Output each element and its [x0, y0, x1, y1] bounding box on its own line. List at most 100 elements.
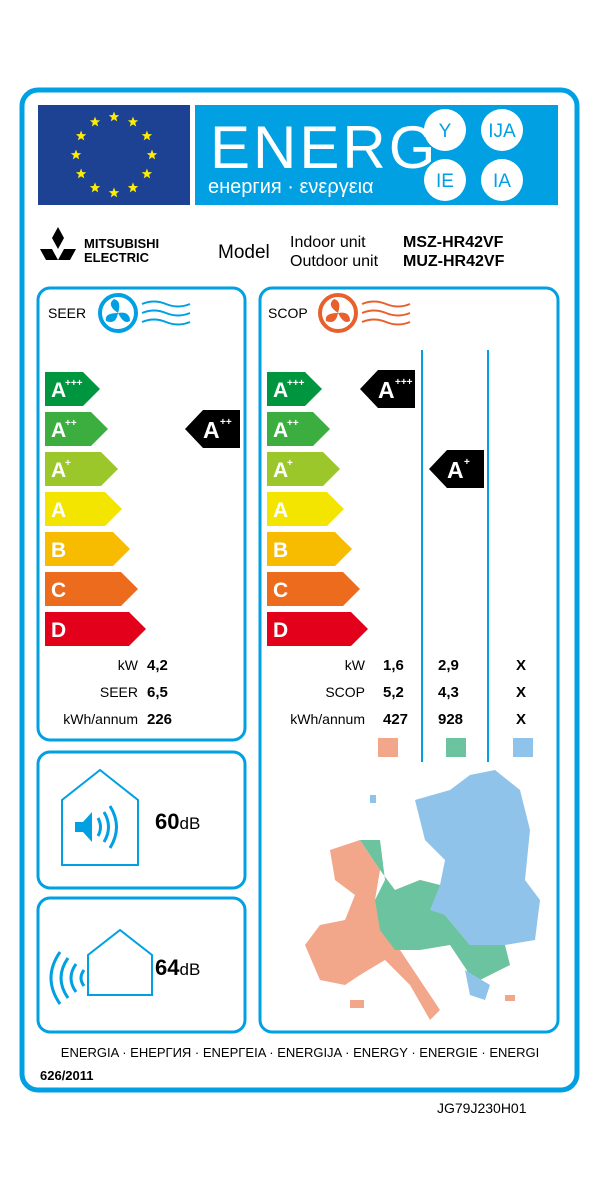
sound-waves: [49, 951, 86, 1005]
noise-value: 60dB: [155, 809, 200, 834]
class-letter: A: [273, 499, 288, 522]
rating-sup: +: [464, 457, 470, 468]
star: [141, 130, 153, 141]
header-title: ENERG: [210, 114, 438, 181]
class-arrow: [45, 612, 146, 646]
language-badges: Y IJA IE IA: [424, 109, 523, 201]
class-letter: C: [273, 579, 288, 602]
class-arrow: [45, 572, 138, 606]
star: [146, 149, 158, 160]
row-label: kWh/annum: [290, 711, 365, 727]
map-island: [505, 995, 515, 1001]
zone-swatch: [513, 738, 533, 757]
unit-label: Outdoor unit: [290, 253, 379, 270]
star: [108, 111, 120, 122]
class-letter: A: [51, 419, 66, 442]
map-zone: [415, 770, 540, 945]
fan-ring: [98, 293, 138, 333]
class-sup: +: [287, 458, 293, 469]
fan-ring: [318, 293, 358, 333]
noise-unit: dB: [179, 960, 200, 979]
class-letter: B: [273, 539, 288, 562]
noise-value: 64dB: [155, 955, 200, 980]
row-value: 928: [438, 711, 463, 728]
fan-icon: [98, 293, 191, 333]
class-letter: A: [273, 379, 288, 402]
heating-panel: [258, 286, 560, 1034]
house-icon: [61, 768, 139, 866]
rating-arrow: [429, 450, 484, 488]
speaker-icon: [75, 812, 92, 842]
row-label: SEER: [100, 684, 138, 700]
model-name: MSZ-HR42VF: [403, 234, 504, 251]
rating-sup: +++: [395, 377, 413, 388]
class-arrow: [267, 492, 344, 526]
row-value: 4,2: [147, 657, 168, 674]
row-value: 1,6: [383, 657, 404, 674]
star: [108, 187, 120, 198]
noise-unit: dB: [179, 814, 200, 833]
rating-arrow: [185, 410, 240, 448]
star: [75, 130, 87, 141]
rating-sup: ++: [220, 417, 232, 428]
zone-swatch: [446, 738, 466, 757]
star: [70, 149, 82, 160]
logo-diamond: [40, 249, 58, 260]
zone-swatch: [378, 738, 398, 757]
sound-waves: [96, 805, 118, 849]
class-letter: D: [51, 619, 66, 642]
class-arrow: [267, 452, 340, 486]
header-subtitle: енергия · ενεργεια: [208, 176, 374, 198]
row-value: 427: [383, 711, 408, 728]
footer-languages: ENERGIA · ЕНЕРГИЯ · ΕΝΕΡΓΕΙΑ · ENERGIJA …: [61, 1045, 539, 1060]
logo-diamond: [58, 249, 76, 260]
panel-label: SCOP: [268, 305, 308, 321]
unit-label: Indoor unit: [290, 234, 366, 251]
outer-border: [19, 87, 580, 1093]
row-label: kW: [345, 657, 366, 673]
noise-number: 60: [155, 809, 179, 834]
noise-number: 64: [155, 955, 180, 980]
fan-blades: [105, 299, 130, 322]
row-value: X: [516, 684, 526, 701]
language-badge: [481, 159, 523, 201]
class-arrow: [45, 412, 108, 446]
class-arrow: [45, 492, 122, 526]
model-label: Model: [218, 242, 270, 263]
panel-label: SEER: [48, 305, 86, 321]
noise-panel: [36, 896, 247, 1034]
flag-stars: [70, 111, 158, 198]
class-letter: A: [273, 419, 288, 442]
house-icon: [87, 928, 153, 996]
star: [89, 116, 101, 127]
fan-icon: [318, 293, 411, 333]
class-letter: D: [273, 619, 288, 642]
label-code: JG79J230H01: [437, 1100, 527, 1116]
rating-letter: A: [378, 377, 395, 403]
class-arrow: [267, 412, 330, 446]
fan-blades: [325, 299, 350, 322]
star: [127, 116, 139, 127]
language-badge: [424, 159, 466, 201]
star: [75, 168, 87, 179]
star: [141, 168, 153, 179]
language-badge: [424, 109, 466, 151]
regulation: 626/2011: [40, 1068, 94, 1083]
air-waves: [361, 300, 411, 326]
class-sup: +: [65, 458, 71, 469]
brand-line: MITSUBISHI: [84, 236, 159, 251]
class-letter: A: [51, 459, 66, 482]
cooling-panel: [36, 286, 247, 742]
rating-letter: A: [203, 417, 220, 443]
air-waves: [141, 300, 191, 326]
class-letter: A: [51, 499, 66, 522]
language-code: Y: [439, 121, 452, 142]
row-label: kWh/annum: [63, 711, 138, 727]
language-code: IA: [493, 171, 511, 192]
class-letter: A: [273, 459, 288, 482]
class-sup: +++: [287, 378, 305, 389]
row-value: X: [516, 657, 526, 674]
class-arrow: [267, 612, 368, 646]
